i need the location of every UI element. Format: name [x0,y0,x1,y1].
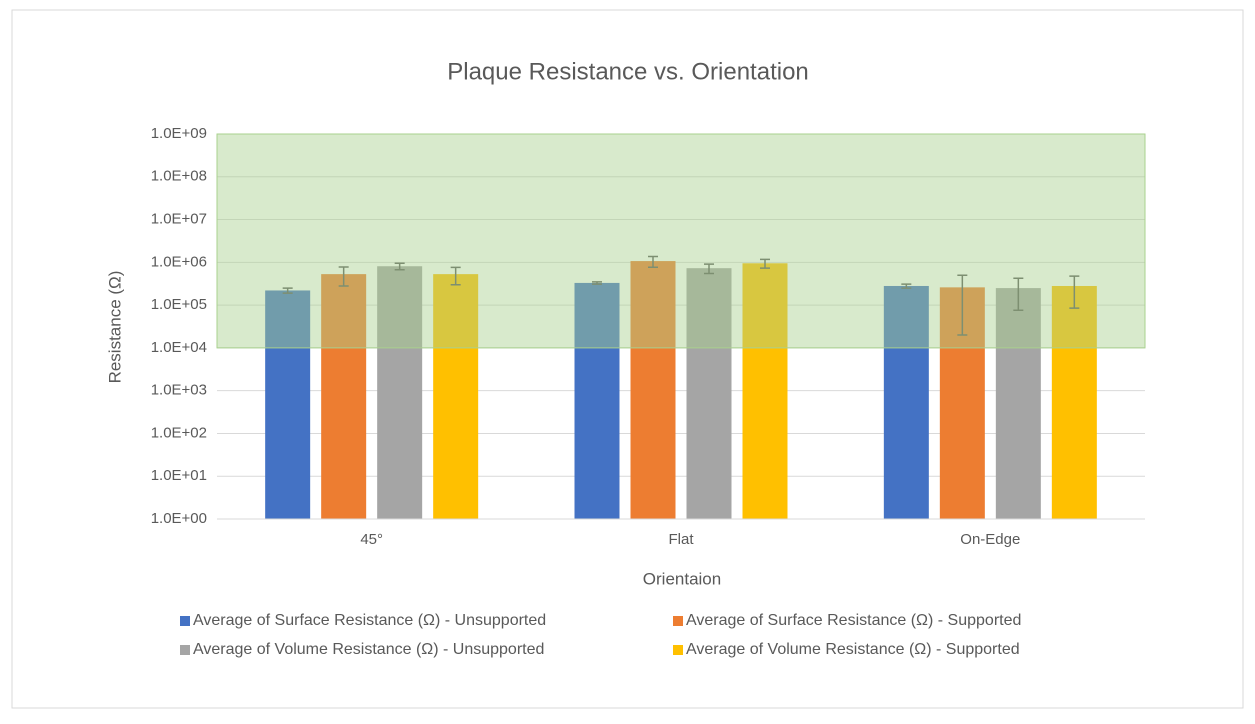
bar [321,274,367,519]
x-axis-label: Orientaion [643,569,721,588]
error-bar [648,255,658,268]
chart-title: Plaque Resistance vs. Orientation [447,58,809,85]
x-tick-label: On-Edge [960,531,1020,548]
y-tick-label: 1.0E+02 [151,424,207,441]
error-bar [704,263,714,275]
error-bar [450,266,461,286]
error-bar [394,262,405,271]
error-bar [282,287,293,294]
bar [1051,285,1097,519]
shaded-band [216,133,1146,349]
error-bar [760,258,770,269]
error-bar [901,283,912,289]
bar [630,261,676,519]
y-tick-label: 1.0E+00 [151,510,207,527]
y-tick-label: 1.0E+01 [151,467,207,484]
y-tick-label: 1.0E+06 [151,253,207,270]
bar [995,288,1041,519]
y-axis-label: Resistance (Ω) [105,271,124,384]
bar [742,263,788,519]
error-bar [592,281,602,285]
bar [265,290,311,519]
bar [433,274,479,519]
legend-swatch [673,645,683,655]
y-tick-label: 1.0E+08 [151,168,207,185]
legend-swatch [673,616,683,626]
y-tick-label: 1.0E+03 [151,382,207,399]
legend-label: Average of Volume Resistance (Ω) - Unsup… [193,641,544,658]
legend-label: Average of Surface Resistance (Ω) - Supp… [686,612,1021,629]
x-tick-label: 45° [360,531,383,548]
y-tick-label: 1.0E+04 [151,339,207,356]
error-bar [338,266,349,287]
x-tick-label: Flat [668,531,694,548]
bar [377,266,423,519]
bar [686,268,732,519]
error-bar [1013,277,1024,311]
y-tick-label: 1.0E+05 [151,296,207,313]
error-bar [1069,275,1080,309]
legend-swatch [180,616,190,626]
bar [574,282,620,519]
y-tick-label: 1.0E+09 [151,125,207,142]
error-bar [957,274,968,336]
legend-label: Average of Surface Resistance (Ω) - Unsu… [193,612,546,629]
y-tick-label: 1.0E+07 [151,211,207,228]
legend-swatch [180,645,190,655]
bar [883,285,929,519]
legend-label: Average of Volume Resistance (Ω) - Suppo… [686,641,1020,658]
